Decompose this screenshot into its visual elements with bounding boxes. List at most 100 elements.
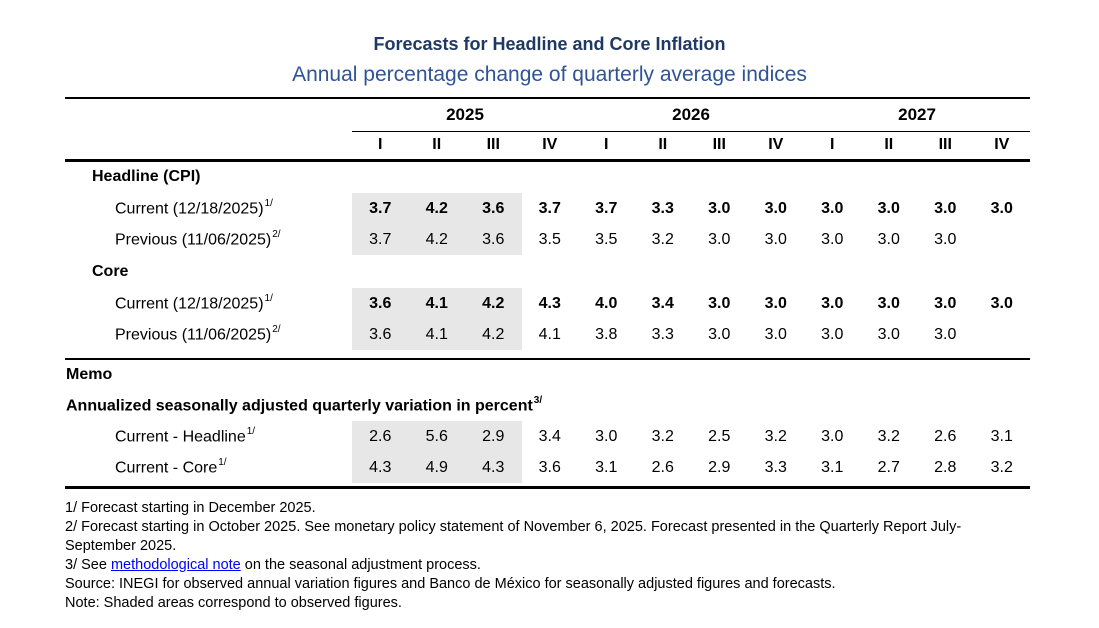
methodological-note-link[interactable]: methodological note (110, 556, 241, 573)
row-label-text: Current (12/18/2025) (115, 295, 264, 313)
value-cell: 4.0 (595, 294, 618, 312)
quarter-header: II (860, 131, 918, 162)
table-row: Current (12/18/2025)1/3.6 4.1 4.2 4.3 4.0 3.4… (65, 288, 1030, 319)
row-label: Memo (65, 359, 1030, 390)
quarter-header: I (352, 131, 409, 162)
footnote-marker: 1/ (264, 292, 273, 304)
row-label: Current - Core1/ (65, 452, 352, 483)
table-row: Memo (65, 359, 1030, 390)
value-cell: 2.9 (708, 458, 731, 476)
value-cell: 3.0 (708, 230, 731, 248)
row-label-text: Previous (11/06/2025) (115, 231, 272, 249)
footnote-marker: 2/ (272, 228, 281, 240)
value-cell: 4.1 (408, 288, 465, 319)
row-label-text: Current - Core (115, 459, 218, 477)
value-cell: 3.0 (934, 199, 957, 217)
value-cell: 3.0 (934, 294, 957, 312)
table-row: Previous (11/06/2025)2/3.7 4.2 3.6 3.5 3.5 3.… (65, 224, 1030, 255)
quarter-header: III (465, 131, 522, 162)
value-cell: 3.6 (465, 224, 522, 255)
value-cell: 4.2 (408, 224, 465, 255)
value-cell: 3.0 (708, 199, 731, 217)
value-cell (974, 319, 1031, 350)
value-cell: 4.2 (465, 288, 522, 319)
year-header-2025: 2025 (352, 98, 579, 132)
row-label: Previous (11/06/2025)2/ (65, 319, 352, 350)
footnote-3-prefix: 3/ See (65, 556, 111, 573)
footnote-note: Note: Shaded areas correspond to observe… (65, 594, 402, 611)
value-cell: 2.9 (465, 421, 522, 452)
value-cell: 2.6 (352, 421, 409, 452)
row-label-text: Annualized seasonally adjusted quarterly… (66, 397, 533, 415)
section-divider-row (65, 350, 1031, 360)
row-label-text: Current (12/18/2025) (115, 200, 264, 218)
footnotes: 1/ Forecast starting in December 2025. 2… (65, 499, 1025, 613)
value-cell: 3.8 (595, 325, 618, 343)
value-cell: 3.6 (352, 319, 409, 350)
quarter-header: IV (521, 131, 579, 162)
value-cell: 3.0 (821, 294, 844, 312)
value-cell: 3.0 (764, 230, 787, 248)
row-label: Annualized seasonally adjusted quarterly… (65, 390, 1030, 421)
value-cell: 3.6 (352, 288, 409, 319)
row-label-text: Memo (66, 366, 113, 383)
value-cell: 3.0 (877, 294, 900, 312)
row-label-text: Previous (11/06/2025) (115, 326, 272, 344)
row-label: Core (65, 255, 1030, 288)
value-cell: 3.0 (934, 325, 957, 343)
value-cell: 3.2 (764, 427, 787, 445)
value-cell: 3.1 (595, 458, 618, 476)
value-cell: 3.0 (990, 199, 1013, 217)
row-label-text: Current - Headline (115, 428, 246, 446)
table-row: Previous (11/06/2025)2/3.6 4.1 4.2 4.1 3.8 3.… (65, 319, 1030, 350)
value-cell: 3.2 (877, 427, 900, 445)
value-cell: 3.2 (651, 230, 674, 248)
footnote-3: 3/ See methodological note on the season… (65, 556, 1025, 575)
value-cell: 3.5 (538, 230, 561, 248)
row-label: Current (12/18/2025)1/ (65, 288, 352, 319)
footnote-marker: 1/ (264, 197, 273, 209)
table-row: Annualized seasonally adjusted quarterly… (65, 390, 1030, 421)
footnote-marker: 1/ (246, 425, 256, 437)
quarter-header: III (917, 131, 974, 162)
year-header-2027: 2027 (804, 98, 1031, 132)
value-cell: 2.8 (934, 458, 957, 476)
footnote-marker: 3/ (533, 394, 543, 406)
value-cell: 3.0 (877, 230, 900, 248)
value-cell: 3.0 (595, 427, 618, 445)
year-header-2026: 2026 (578, 98, 805, 132)
value-cell: 4.3 (465, 452, 522, 483)
value-cell: 3.7 (538, 199, 561, 217)
forecast-table: 2025 2026 2027 I II III IV I II III IV I… (65, 97, 1031, 489)
value-cell: 3.0 (821, 230, 844, 248)
value-cell: 2.5 (708, 427, 731, 445)
section-divider (65, 483, 1031, 489)
section-divider (65, 350, 1031, 360)
forecast-table-body: Headline (CPI) Current (12/18/2025)1/3.7 4… (65, 160, 1031, 489)
value-cell: 3.0 (821, 427, 844, 445)
value-cell: 3.7 (595, 199, 618, 217)
value-cell: 3.6 (465, 193, 522, 224)
quarter-header: III (691, 131, 748, 162)
value-cell: 4.3 (352, 452, 409, 483)
value-cell: 3.6 (538, 458, 561, 476)
value-cell: 4.2 (465, 319, 522, 350)
value-cell: 3.0 (708, 294, 731, 312)
value-cell: 3.2 (990, 458, 1013, 476)
row-label: Previous (11/06/2025)2/ (65, 224, 352, 255)
label-column-header (65, 98, 352, 131)
footnote-2: 2/ Forecast starting in October 2025. Se… (65, 518, 962, 554)
value-cell: 3.4 (651, 294, 674, 312)
quarter-header: I (578, 131, 635, 162)
value-cell: 3.7 (352, 193, 409, 224)
table-row: Current - Headline1/2.6 5.6 2.9 3.4 3.0 3.2 2.… (65, 421, 1030, 452)
value-cell (974, 224, 1031, 255)
value-cell: 3.1 (821, 458, 844, 476)
row-label: Current - Headline1/ (65, 421, 352, 452)
value-cell: 3.5 (595, 230, 618, 248)
value-cell: 4.1 (538, 325, 561, 343)
value-cell: 3.0 (708, 325, 731, 343)
quarter-header: I (804, 131, 861, 162)
quarter-header: IV (973, 131, 1031, 162)
